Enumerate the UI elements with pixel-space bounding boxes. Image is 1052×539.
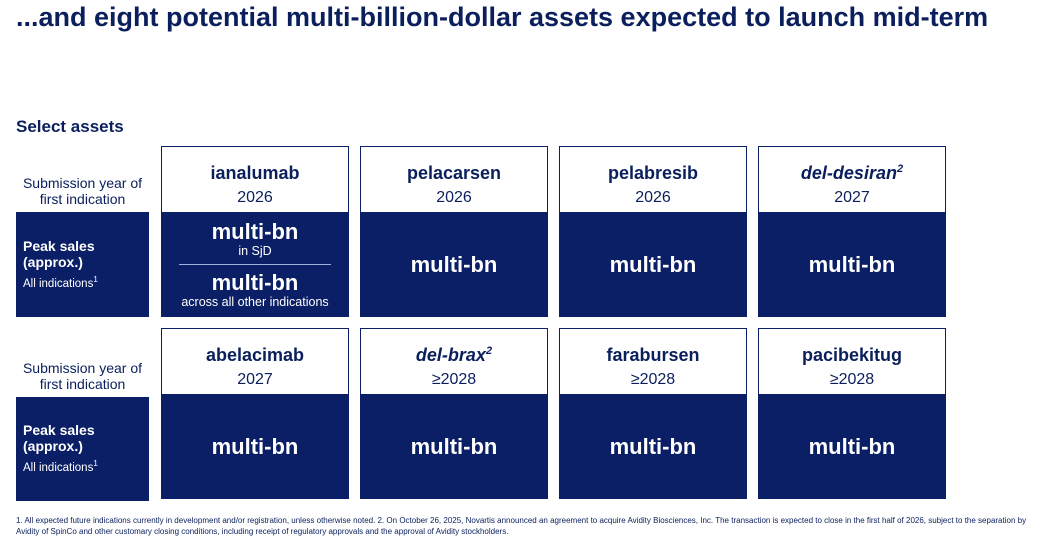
peak-sales-main-1: multi-bn xyxy=(211,219,299,244)
peak-sales-title: Peak sales (approx.) xyxy=(23,237,95,270)
asset-year: 2026 xyxy=(635,189,671,206)
peak-sales-label-row-2: Peak sales (approx.) All indications1 xyxy=(16,397,149,501)
asset-year: 2027 xyxy=(237,371,273,388)
asset-year: ≥2028 xyxy=(630,371,676,388)
asset-year: 2026 xyxy=(436,189,472,206)
asset-name: del-brax2 xyxy=(415,345,493,365)
section-subtitle: Select assets xyxy=(16,117,124,136)
page-title: ...and eight potential multi-billion-dol… xyxy=(16,2,989,32)
peak-sales-sub: All indications1 xyxy=(23,459,98,474)
asset-card-farabursen: farabursen ≥2028 multi-bn xyxy=(559,328,747,499)
asset-name: del-desiran2 xyxy=(800,163,904,183)
asset-year: ≥2028 xyxy=(431,371,477,388)
asset-name: abelacimab xyxy=(205,345,305,365)
asset-year: 2026 xyxy=(237,189,273,206)
asset-year: ≥2028 xyxy=(829,371,875,388)
peak-sales-value: multi-bn xyxy=(758,212,946,317)
peak-sales-sub: All indications1 xyxy=(23,274,98,290)
divider xyxy=(179,264,331,265)
asset-card-del-desiran: del-desiran2 2027 multi-bn xyxy=(758,146,946,317)
asset-card-pelabresib: pelabresib 2026 multi-bn xyxy=(559,146,747,317)
peak-sales-main-2: multi-bn xyxy=(211,270,299,295)
peak-sales-title: Peak sales (approx.) xyxy=(23,422,95,455)
submission-year-label-row-1: Submission year of first indication xyxy=(22,175,143,207)
peak-sales-value: multi-bn xyxy=(360,212,548,317)
peak-sales-value: multi-bn xyxy=(758,394,946,499)
asset-card-ianalumab: ianalumab 2026 multi-bn in SjD multi-bn … xyxy=(161,146,349,317)
peak-sales-value: multi-bn xyxy=(559,212,747,317)
submission-year-label-row-2: Submission year of first indication xyxy=(22,360,143,392)
asset-card-abelacimab: abelacimab 2027 multi-bn xyxy=(161,328,349,499)
asset-card-pelacarsen: pelacarsen 2026 multi-bn xyxy=(360,146,548,317)
peak-sales-note-2: across all other indications xyxy=(181,295,329,309)
asset-name: pelacarsen xyxy=(406,163,502,183)
asset-name: farabursen xyxy=(606,345,700,365)
asset-card-pacibekitug: pacibekitug ≥2028 multi-bn xyxy=(758,328,946,499)
asset-name: pacibekitug xyxy=(801,345,903,365)
footnote: 1. All expected future indications curre… xyxy=(16,516,1027,536)
asset-year: 2027 xyxy=(834,189,870,206)
peak-sales-value: multi-bn xyxy=(360,394,548,499)
peak-sales-value: multi-bn xyxy=(161,394,349,499)
asset-name: ianalumab xyxy=(210,163,300,183)
peak-sales-value: multi-bn xyxy=(559,394,747,499)
peak-sales-value: multi-bn in SjD multi-bn across all othe… xyxy=(161,212,349,317)
asset-card-del-brax: del-brax2 ≥2028 multi-bn xyxy=(360,328,548,499)
peak-sales-note-1: in SjD xyxy=(238,244,272,258)
peak-sales-label-row-1: Peak sales (approx.) All indications1 xyxy=(16,212,149,317)
asset-name: pelabresib xyxy=(607,163,699,183)
